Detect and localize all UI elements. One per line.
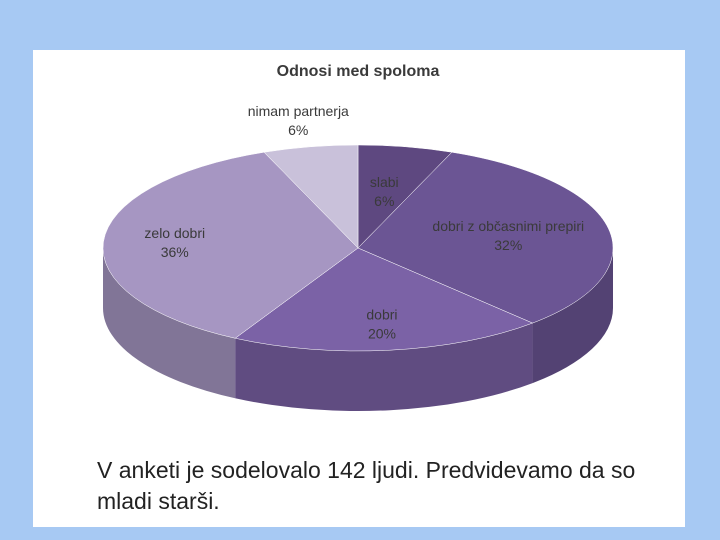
pie-slice — [102, 151, 359, 339]
slice-label: nimam partnerja — [248, 103, 349, 119]
value-label: 20% — [368, 325, 396, 341]
pie-side — [235, 323, 533, 411]
slice-label: slabi — [370, 174, 399, 190]
value-label: 6% — [374, 193, 394, 209]
pie-side — [103, 248, 236, 399]
chart-title: Odnosi med spoloma — [277, 63, 440, 80]
value-label: 32% — [494, 237, 522, 253]
caption: V anketi je sodelovalo 142 ljudi. Predvi… — [97, 457, 636, 514]
value-label: 36% — [161, 244, 189, 260]
pie-side — [532, 248, 613, 384]
slice-label: zelo dobri — [144, 225, 205, 241]
pie-slice — [234, 247, 534, 352]
value-label: 6% — [288, 122, 308, 138]
pie-slice — [263, 144, 359, 249]
pie-slice — [357, 151, 614, 324]
slice-label: dobri z občasnimi prepiri — [432, 218, 584, 234]
slice-label: dobri — [366, 306, 397, 322]
